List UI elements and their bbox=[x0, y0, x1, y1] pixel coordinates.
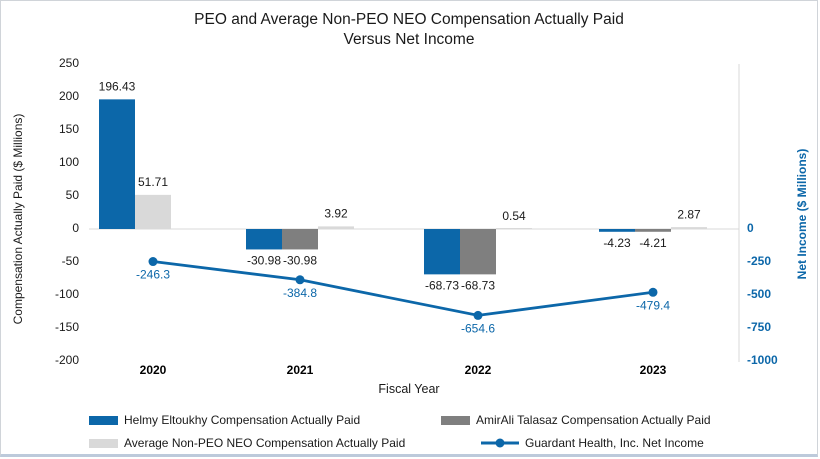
line-marker bbox=[295, 275, 305, 285]
bar bbox=[318, 226, 354, 229]
chart-title-line2: Versus Net Income bbox=[343, 31, 475, 48]
bar bbox=[246, 229, 282, 250]
left-axis-tick-label: 50 bbox=[66, 188, 80, 202]
category-label: 2021 bbox=[287, 363, 314, 377]
left-axis-tick-label: -100 bbox=[55, 287, 79, 301]
bar bbox=[282, 229, 318, 250]
chart-title-line1: PEO and Average Non-PEO NEO Compensation… bbox=[194, 11, 624, 28]
right-axis-tick-label: -750 bbox=[747, 320, 771, 334]
line-data-label: -246.3 bbox=[136, 268, 170, 282]
left-axis-tick-label: 200 bbox=[59, 89, 79, 103]
left-axis-tick-label: 0 bbox=[72, 221, 79, 235]
category-label: 2023 bbox=[640, 363, 667, 377]
bar-data-label: -30.98 bbox=[283, 254, 317, 268]
net-income-line bbox=[152, 260, 654, 317]
left-axis-tick-label: -50 bbox=[62, 254, 80, 268]
right-axis-tick-label: -1000 bbox=[747, 353, 778, 367]
category-label: 2022 bbox=[465, 363, 492, 377]
left-axis-tick-label: -200 bbox=[55, 353, 79, 367]
bar bbox=[635, 229, 671, 232]
left-axis-tick-label: 100 bbox=[59, 155, 79, 169]
bar bbox=[460, 229, 496, 275]
bar bbox=[599, 229, 635, 232]
bar bbox=[99, 99, 135, 229]
bar-data-label: 2.87 bbox=[677, 207, 701, 221]
bar bbox=[671, 227, 707, 229]
bar-data-label: -68.73 bbox=[461, 279, 495, 293]
left-axis-tick-label: 150 bbox=[59, 122, 79, 136]
bar-data-label: -68.73 bbox=[425, 279, 459, 293]
right-axis-tick-label: -500 bbox=[747, 287, 771, 301]
line-marker bbox=[648, 287, 658, 297]
line-data-label: -654.6 bbox=[461, 322, 495, 336]
bar-data-label: 0.54 bbox=[502, 209, 526, 223]
bar-data-label: -4.21 bbox=[639, 236, 667, 250]
bar bbox=[424, 229, 460, 275]
bar-data-label: -4.23 bbox=[603, 236, 631, 250]
bar bbox=[135, 194, 171, 229]
bar-data-label: 196.43 bbox=[99, 80, 136, 94]
line-data-label: -384.8 bbox=[283, 286, 317, 300]
bar bbox=[496, 228, 532, 229]
left-axis-tick-label: 250 bbox=[59, 56, 79, 70]
category-label: 2020 bbox=[140, 363, 167, 377]
right-axis-tick-label: -250 bbox=[747, 254, 771, 268]
bar-data-label: -30.98 bbox=[247, 254, 281, 268]
bar-data-label: 51.71 bbox=[138, 175, 168, 189]
x-axis-title: Fiscal Year bbox=[378, 382, 440, 396]
line-marker bbox=[473, 310, 483, 320]
line-data-label: -479.4 bbox=[636, 298, 670, 312]
bar-data-label: 3.92 bbox=[324, 207, 348, 221]
left-axis-tick-label: -150 bbox=[55, 320, 79, 334]
line-marker bbox=[148, 257, 158, 267]
chart-title: PEO and Average Non-PEO NEO Compensation… bbox=[1, 10, 817, 50]
right-axis-tick-label: 0 bbox=[747, 221, 754, 235]
